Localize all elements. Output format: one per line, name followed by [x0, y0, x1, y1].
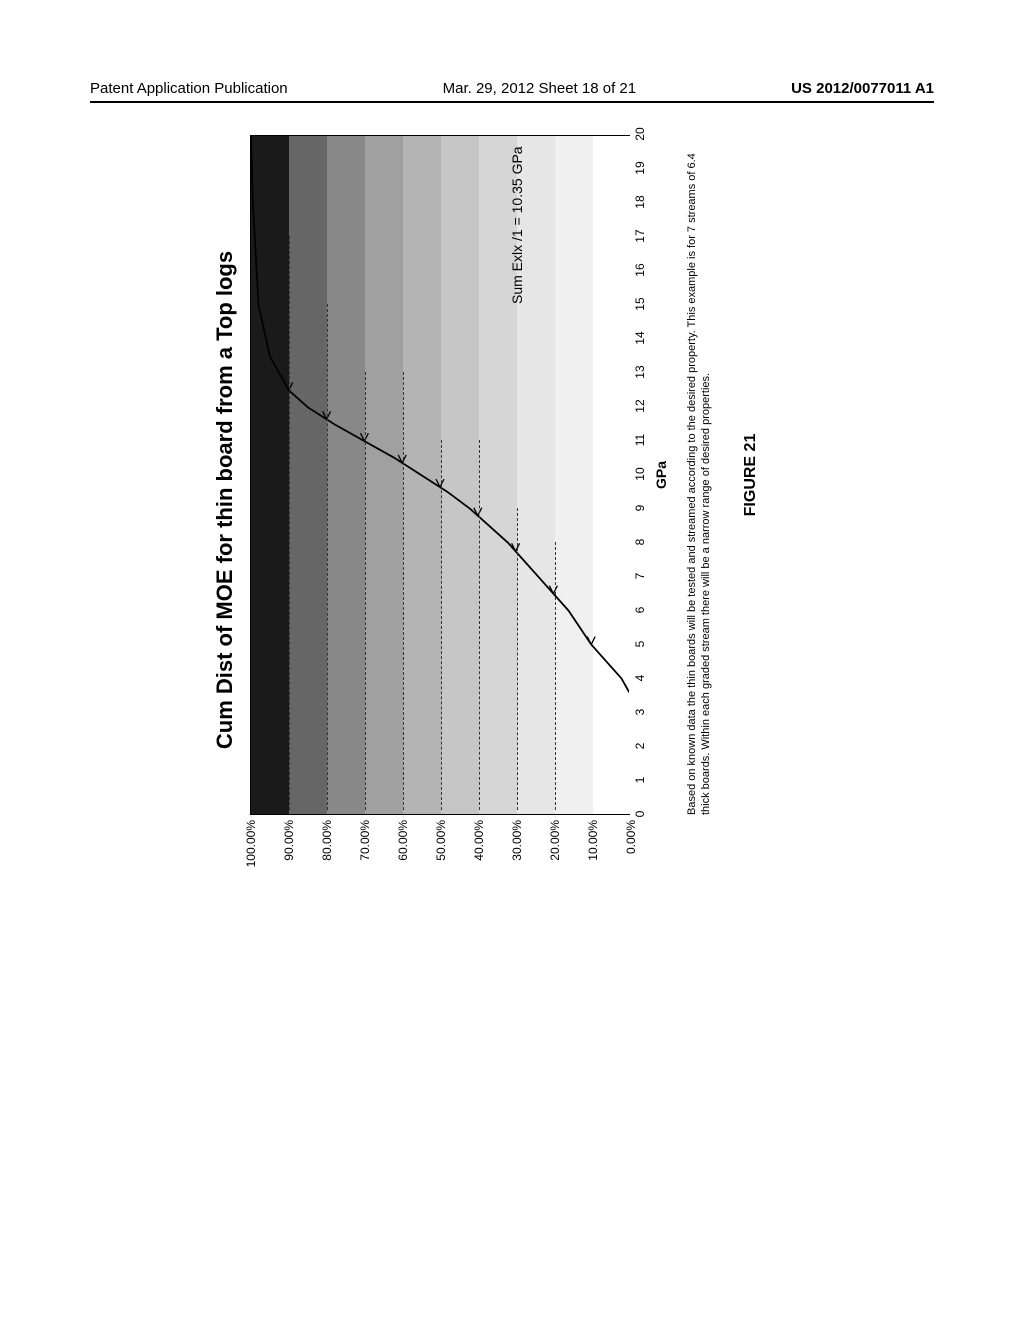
x-tick-label: 3: [629, 700, 647, 724]
x-axis-label: GPa: [653, 461, 669, 489]
chart-dash-guide: [327, 304, 328, 810]
chart-dash-guide: [517, 508, 518, 810]
curve-arrow-marker: [474, 508, 482, 516]
chart-dash-guide: [403, 372, 404, 810]
x-tick-label: 9: [629, 496, 647, 520]
x-tick-label: 17: [629, 224, 647, 248]
chart-title: Cum Dist of MOE for thin board from a To…: [212, 115, 238, 885]
x-tick-label: 15: [629, 292, 647, 316]
figure-caption: Based on known data the thin boards will…: [686, 135, 714, 815]
x-tick-label: 4: [629, 666, 647, 690]
x-tick-label: 10: [629, 462, 647, 486]
page-header: Patent Application Publication Mar. 29, …: [90, 80, 934, 103]
x-tick-label: 0: [629, 802, 647, 826]
y-tick-label: 10.00%: [586, 814, 600, 878]
x-tick-label: 7: [629, 564, 647, 588]
y-tick-label: 30.00%: [510, 814, 524, 878]
header-left: Patent Application Publication: [90, 80, 288, 97]
header-right: US 2012/0077011 A1: [791, 80, 934, 97]
y-tick-label: 80.00%: [320, 814, 334, 878]
figure-label: FIGURE 21: [742, 135, 760, 815]
y-tick-label: 40.00%: [472, 814, 486, 878]
x-tick-label: 8: [629, 530, 647, 554]
y-tick-label: 100.00%: [244, 814, 258, 878]
chart-dash-guide: [289, 236, 290, 810]
x-tick-label: 5: [629, 632, 647, 656]
y-tick-label: 50.00%: [434, 814, 448, 878]
x-tick-label: 1: [629, 768, 647, 792]
x-tick-label: 2: [629, 734, 647, 758]
y-tick-label: 90.00%: [282, 814, 296, 878]
chart-dash-guide: [479, 440, 480, 810]
chart-svg-layer: [251, 136, 629, 814]
figure-rotated-container: Cum Dist of MOE for thin board from a To…: [212, 115, 812, 885]
y-tick-label: 60.00%: [396, 814, 410, 878]
x-tick-label: 20: [629, 122, 647, 146]
x-tick-label: 6: [629, 598, 647, 622]
chart-annotation: Sum Exlx /1 = 10.35 GPa: [509, 146, 525, 304]
cdf-curve: [251, 136, 629, 692]
chart-dash-guide: [365, 372, 366, 810]
x-tick-label: 16: [629, 258, 647, 282]
x-tick-label: 14: [629, 326, 647, 350]
chart-dash-guide: [555, 542, 556, 810]
y-tick-label: 70.00%: [358, 814, 372, 878]
y-tick-label: 20.00%: [548, 814, 562, 878]
x-tick-label: 18: [629, 190, 647, 214]
x-tick-label: 12: [629, 394, 647, 418]
header-center: Mar. 29, 2012 Sheet 18 of 21: [443, 80, 636, 97]
chart-dash-guide: [441, 440, 442, 810]
x-tick-label: 13: [629, 360, 647, 384]
x-tick-label: 19: [629, 156, 647, 180]
chart-plot-area: GPa Sum Exlx /1 = 10.35 GPa 0.00%10.00%2…: [250, 135, 630, 815]
x-tick-label: 11: [629, 428, 647, 452]
